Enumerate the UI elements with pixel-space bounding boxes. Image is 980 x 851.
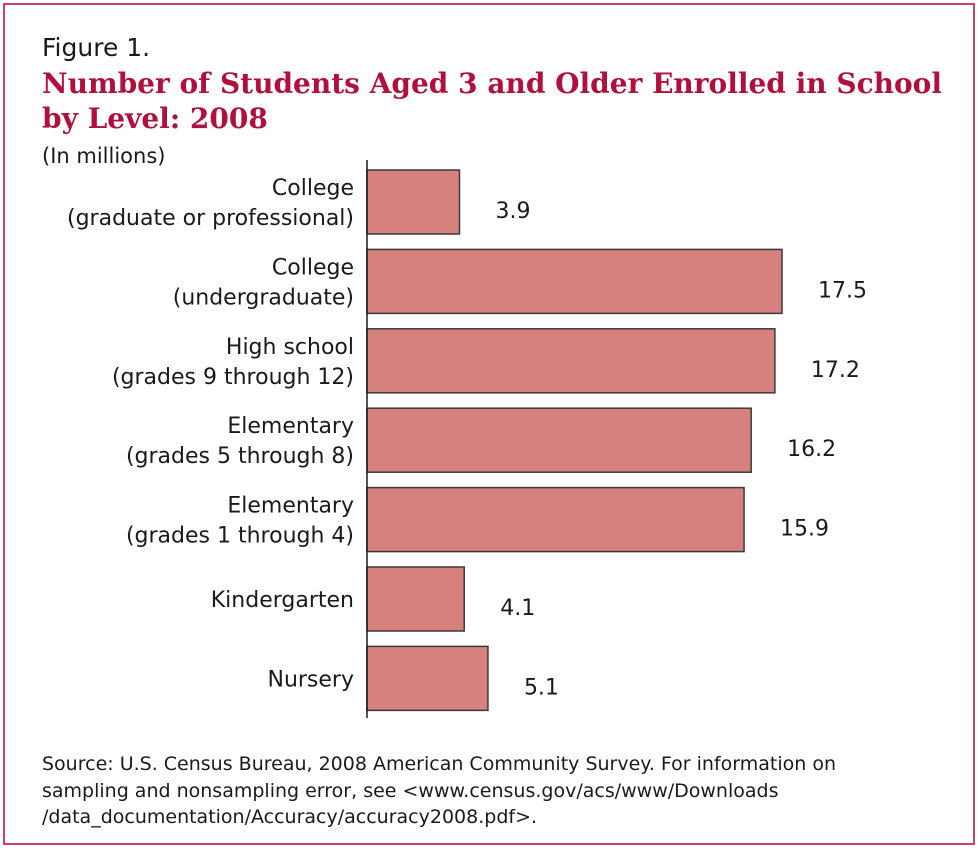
value-label: 16.2 bbox=[787, 437, 836, 462]
bar bbox=[366, 645, 489, 712]
bar bbox=[366, 248, 783, 315]
figure-frame bbox=[3, 3, 975, 845]
category-label: College bbox=[272, 176, 354, 201]
category-label: Nursery bbox=[267, 667, 354, 692]
category-label: (undergraduate) bbox=[173, 285, 354, 310]
value-label: 17.2 bbox=[811, 358, 860, 383]
value-label: 4.1 bbox=[500, 596, 535, 621]
category-label: (grades 1 through 4) bbox=[126, 524, 354, 549]
source-note: Source: U.S. Census Bureau, 2008 America… bbox=[42, 753, 836, 828]
bar bbox=[366, 486, 745, 553]
category-label: College bbox=[272, 255, 354, 280]
category-label: (grades 9 through 12) bbox=[112, 365, 354, 390]
category-label: Kindergarten bbox=[211, 588, 354, 613]
value-label: 3.9 bbox=[495, 199, 530, 224]
value-label: 15.9 bbox=[780, 517, 829, 542]
bar bbox=[366, 169, 461, 235]
units-label: (In millions) bbox=[42, 144, 166, 168]
value-label: 5.1 bbox=[524, 675, 559, 700]
category-label: (grades 5 through 8) bbox=[126, 444, 354, 469]
chart-title: Number of Students Aged 3 and Older Enro… bbox=[42, 67, 942, 135]
figure-label: Figure 1. bbox=[42, 33, 151, 62]
bar bbox=[366, 407, 752, 473]
category-label: (graduate or professional) bbox=[67, 206, 354, 231]
bar bbox=[366, 328, 776, 394]
category-label: Elementary bbox=[227, 414, 354, 439]
value-label: 17.5 bbox=[818, 278, 867, 303]
bar bbox=[366, 566, 465, 632]
category-label: High school bbox=[226, 335, 354, 360]
category-label: Elementary bbox=[227, 494, 354, 519]
